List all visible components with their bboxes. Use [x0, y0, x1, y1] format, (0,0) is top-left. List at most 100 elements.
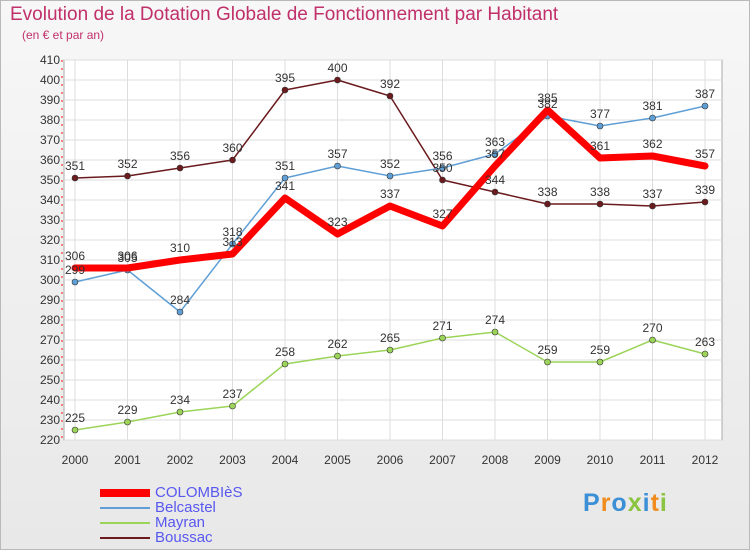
data-label: 274	[485, 313, 505, 327]
y-tick-label: 230	[40, 413, 60, 427]
data-point	[176, 308, 184, 316]
data-label: 306	[117, 249, 137, 263]
data-label: 259	[590, 343, 610, 357]
data-label: 338	[537, 185, 557, 199]
data-label: 237	[222, 387, 242, 401]
chart-subtitle: (en € et par an)	[22, 28, 105, 42]
y-tick-label: 310	[40, 253, 60, 267]
logo-letter: i	[642, 489, 651, 517]
y-tick-label: 360	[40, 153, 60, 167]
data-point	[334, 162, 341, 170]
data-point	[124, 418, 131, 426]
plot-area	[63, 59, 723, 441]
data-point	[649, 202, 656, 210]
y-tick-label: 300	[40, 273, 60, 287]
x-tick-label: 2007	[429, 453, 456, 467]
data-point	[71, 174, 79, 182]
data-label: 339	[695, 183, 715, 197]
chart-title: Evolution de la Dotation Globale de Fonc…	[10, 4, 559, 25]
data-label: 327	[432, 207, 452, 221]
legend-label: Mayran	[155, 514, 206, 531]
data-label: 352	[117, 157, 137, 171]
data-label: 400	[327, 61, 347, 75]
legend-label: Belcastel	[155, 499, 216, 516]
data-point	[544, 200, 551, 208]
data-label: 377	[590, 107, 610, 121]
data-point	[281, 360, 289, 368]
data-label: 229	[117, 403, 137, 417]
x-tick-label: 2000	[62, 453, 89, 467]
data-label: 395	[275, 71, 295, 85]
y-tick-label: 250	[40, 373, 60, 387]
data-label: 299	[65, 263, 85, 277]
data-label: 360	[222, 141, 242, 155]
x-tick-label: 2008	[482, 453, 509, 467]
data-point	[386, 172, 394, 180]
x-tick-label: 2001	[114, 453, 141, 467]
data-label: 352	[380, 157, 400, 171]
data-point	[229, 240, 236, 248]
y-tick-label: 410	[40, 53, 60, 67]
data-point	[701, 102, 709, 110]
legend-swatch	[100, 507, 150, 509]
data-label: 310	[170, 241, 190, 255]
logo-letter: P	[583, 489, 601, 517]
y-tick-label: 330	[40, 213, 60, 227]
data-point	[176, 164, 184, 172]
data-point	[596, 358, 604, 366]
data-point	[544, 358, 551, 366]
data-label: 356	[432, 149, 452, 163]
data-label: 259	[537, 343, 557, 357]
legend-swatch	[100, 537, 150, 539]
y-tick-label: 400	[40, 73, 60, 87]
data-label: 341	[275, 179, 295, 193]
data-label: 351	[65, 159, 85, 173]
data-point	[701, 350, 709, 358]
data-point	[439, 334, 446, 342]
data-label: 351	[275, 159, 295, 173]
logo-letter: x	[627, 489, 643, 517]
data-point	[596, 122, 604, 130]
data-label: 265	[380, 331, 400, 345]
data-point	[596, 200, 604, 208]
x-tick-label: 2004	[272, 453, 299, 467]
y-tick-label: 280	[40, 313, 60, 327]
proxiti-logo: Proxiti	[583, 489, 668, 518]
data-point	[71, 278, 79, 286]
x-tick-label: 2006	[377, 453, 404, 467]
data-label: 382	[537, 97, 557, 111]
data-label: 318	[222, 225, 242, 239]
data-point	[124, 172, 131, 180]
data-label: 313	[222, 235, 242, 249]
data-label: 263	[695, 335, 715, 349]
data-label: 357	[695, 147, 715, 161]
y-tick-label: 350	[40, 173, 60, 187]
data-label: 350	[432, 161, 452, 175]
y-tick-label: 390	[40, 93, 60, 107]
data-label: 323	[327, 215, 347, 229]
data-label: 361	[590, 139, 610, 153]
x-tick-label: 2002	[167, 453, 194, 467]
x-tick-label: 2003	[219, 453, 246, 467]
data-point	[649, 336, 656, 344]
data-label: 234	[170, 393, 190, 407]
data-label: 270	[642, 321, 662, 335]
data-label: 362	[642, 137, 662, 151]
logo-letter: t	[650, 489, 660, 517]
logo-letter: r	[600, 489, 612, 517]
data-label: 284	[170, 293, 190, 307]
data-point	[229, 156, 236, 164]
legend-swatch	[100, 522, 150, 524]
data-point	[491, 150, 499, 158]
data-label: 271	[432, 319, 452, 333]
data-label: 356	[170, 149, 190, 163]
y-tick-label: 340	[40, 193, 60, 207]
legend-label: Boussac	[155, 529, 213, 546]
y-tick-label: 260	[40, 353, 60, 367]
y-tick-label: 270	[40, 333, 60, 347]
data-point	[334, 76, 341, 84]
data-point	[386, 92, 394, 100]
legend-swatch	[100, 489, 150, 497]
y-tick-label: 240	[40, 393, 60, 407]
series-line	[71, 106, 709, 272]
